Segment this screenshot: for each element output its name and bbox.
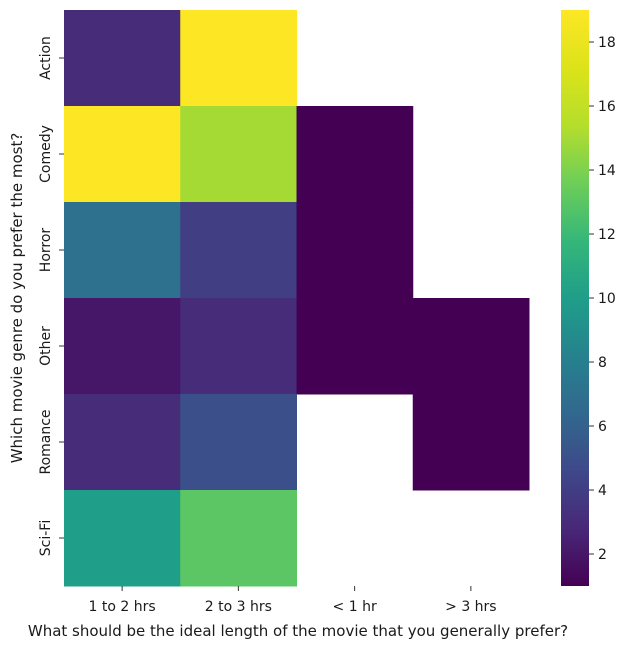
y-tick-label: Romance xyxy=(38,409,54,474)
heatmap-cell xyxy=(180,298,297,395)
y-tick-label: Other xyxy=(38,326,54,366)
heatmap-cell xyxy=(64,106,181,203)
colorbar-tick-label: 18 xyxy=(598,35,616,51)
heatmap-cell xyxy=(64,10,181,107)
colorbar-gradient xyxy=(561,10,589,586)
colorbar: 2 4 6 8 10 12 14 16 18 xyxy=(561,10,616,586)
heatmap-cell xyxy=(64,490,181,587)
y-tick-label: Action xyxy=(38,36,54,80)
heatmap-cell xyxy=(296,298,414,395)
heatmap-cell xyxy=(180,202,297,299)
colorbar-tick-label: 4 xyxy=(598,483,607,499)
heatmap-cell xyxy=(180,106,297,203)
x-tick-label: > 3 hrs xyxy=(445,599,496,615)
heatmap-cell xyxy=(296,106,414,203)
heatmap-cell xyxy=(64,202,181,299)
x-tick-label: < 1 hr xyxy=(333,599,377,615)
colorbar-tick-label: 14 xyxy=(598,163,616,179)
heatmap-cell xyxy=(412,394,530,491)
colorbar-tick-label: 16 xyxy=(598,99,616,115)
colorbar-tick-label: 10 xyxy=(598,291,616,307)
colorbar-tick-label: 6 xyxy=(598,419,607,435)
colorbar-tick-label: 12 xyxy=(598,227,616,243)
heatmap-cells xyxy=(64,10,530,587)
y-axis-ticks: Action Comedy Horror Other Romance Sci-Fi xyxy=(38,36,64,556)
heatmap-cell xyxy=(296,202,414,299)
heatmap-cell xyxy=(64,394,181,491)
heatmap-cell xyxy=(180,490,297,587)
x-axis-label: What should be the ideal length of the m… xyxy=(28,622,568,640)
heatmap-cell xyxy=(180,10,297,107)
y-axis-label: Which movie genre do you prefer the most… xyxy=(8,133,26,464)
colorbar-tick-label: 8 xyxy=(598,355,607,371)
heatmap-cell xyxy=(412,298,530,395)
y-tick-label: Horror xyxy=(38,228,54,273)
colorbar-tick-label: 2 xyxy=(598,547,607,563)
y-tick-label: Sci-Fi xyxy=(38,520,54,556)
x-axis-ticks: 1 to 2 hrs 2 to 3 hrs < 1 hr > 3 hrs xyxy=(89,586,497,615)
y-tick-label: Comedy xyxy=(38,125,54,183)
heatmap-cell xyxy=(180,394,297,491)
x-tick-label: 1 to 2 hrs xyxy=(89,599,156,615)
heatmap-cell xyxy=(64,298,181,395)
x-tick-label: 2 to 3 hrs xyxy=(205,599,272,615)
